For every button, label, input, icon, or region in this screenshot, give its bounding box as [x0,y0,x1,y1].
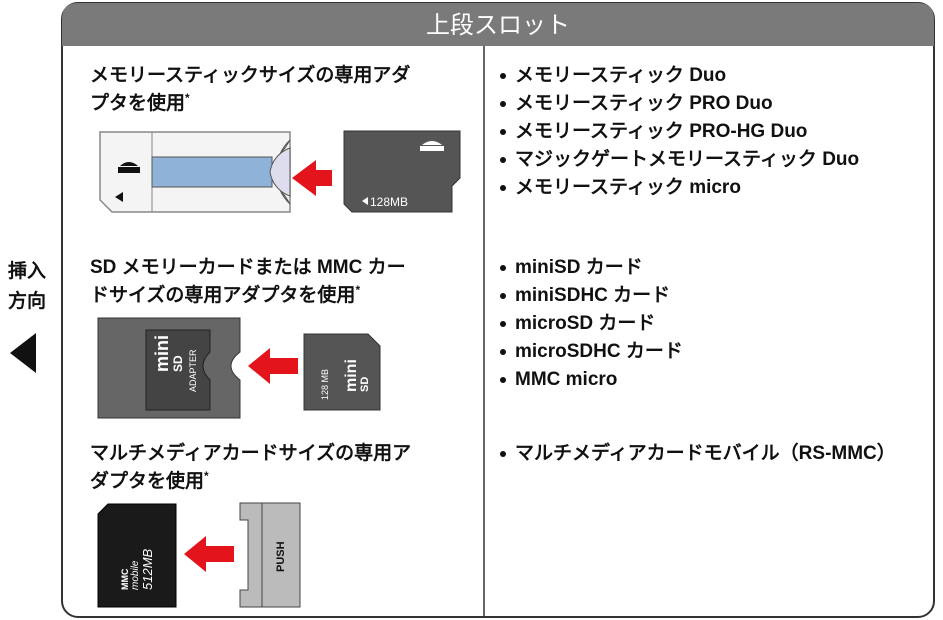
adapter-label: PUSH [275,541,287,572]
caption-text: ドサイズの専用アダプタを使用 [90,285,356,306]
minisd-card: 128 MB mini SD [303,333,381,411]
caption-text: ダプタを使用 [90,471,205,492]
insert-arrow-red [248,348,298,384]
side-label: 方向 [8,291,47,312]
logo-bottom: SD [359,377,371,392]
caption-line: プタを使用* [90,90,190,118]
note-mark: * [355,283,361,297]
memory-stick-adapter [99,131,291,213]
rs-mmc-adapter: PUSH [239,502,301,608]
note-mark: * [185,91,190,105]
caption-text: マルチメディアカードサイズの専用ア [90,443,412,464]
list-item: microSDHC カード [500,338,920,366]
insert-arrow [10,333,36,373]
logo-bottom: SD [171,355,185,372]
caption-line: SD メモリーカードまたは MMC カー [90,254,406,282]
list-item: microSD カード [500,310,920,338]
list-item: メモリースティック PRO Duo [500,90,920,118]
card-brand: MMC [120,568,130,590]
card-label: 128 MB [320,369,330,400]
header-band [62,3,934,46]
header-title: 上段スロット [426,12,570,39]
insert-arrow-red [184,536,234,572]
note-mark: * [204,469,209,483]
list-item: メモリースティック PRO-HG Duo [500,118,920,146]
insert-arrow-red [292,160,332,196]
list-item: メモリースティック Duo [500,62,920,90]
mmc-mobile-card: MMC mobile 512MB [97,503,177,608]
logo-top: mini [152,335,172,372]
card-label: 128MB [370,195,408,209]
caption-text: メモリースティックサイズの専用アダ [90,65,411,86]
card-sub: mobile [130,560,141,590]
list-item: MMC micro [500,366,920,394]
list-item: miniSD カード [500,254,920,282]
card-label: 512MB [140,548,155,590]
caption-line: ドサイズの専用アダプタを使用* [90,282,360,310]
caption-line: ダプタを使用* [90,468,209,496]
list-item: メモリースティック micro [500,174,920,202]
caption-text: SD メモリーカードまたは MMC カー [90,257,406,278]
caption-line: マルチメディアカードサイズの専用ア [90,440,411,468]
logo-top: mini [343,359,360,392]
adapter-label: ADAPTER [188,349,198,392]
list-item: miniSDHC カード [500,282,920,310]
list-item: マジックゲートメモリースティック Duo [500,146,920,174]
side-label: 挿入 [8,261,47,282]
list-item: マルチメディアカードモバイル（RS-MMC） [500,440,920,468]
memory-stick-duo: 128MB [343,130,461,213]
caption-text: プタを使用 [90,93,186,114]
caption-line: メモリースティックサイズの専用アダ [90,62,410,90]
minisd-adapter: mini SD ADAPTER [97,317,241,419]
